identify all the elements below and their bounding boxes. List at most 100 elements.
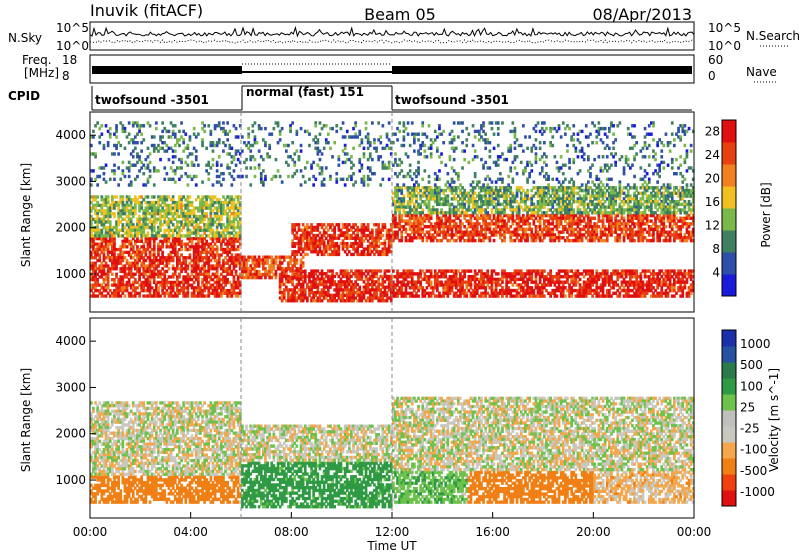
data-cell <box>205 275 208 279</box>
data-cell <box>188 195 192 199</box>
data-cell <box>331 228 334 232</box>
data-cell <box>350 233 353 238</box>
data-cell <box>264 255 267 259</box>
data-cell <box>377 288 380 292</box>
data-cell <box>184 234 188 238</box>
data-cell <box>138 278 141 282</box>
data-cell <box>113 203 116 208</box>
data-cell <box>117 234 120 238</box>
data-cell <box>255 275 259 280</box>
data-cell <box>324 247 328 251</box>
data-cell <box>236 256 240 260</box>
data-cell <box>354 233 357 238</box>
data-cell <box>100 217 104 221</box>
data-cell <box>100 209 104 213</box>
data-cell <box>123 245 127 249</box>
data-cell <box>119 278 123 282</box>
data-cell <box>343 242 347 246</box>
data-cell <box>253 258 257 262</box>
data-cell <box>96 278 99 282</box>
data-cell <box>209 231 213 235</box>
data-cell <box>129 253 133 257</box>
data-cell <box>320 299 324 303</box>
data-cell <box>251 267 255 271</box>
data-cell <box>215 214 219 219</box>
data-cell <box>232 206 236 210</box>
data-cell <box>184 223 188 227</box>
data-cell <box>360 225 364 230</box>
data-cell <box>104 228 108 233</box>
data-cell <box>152 280 156 285</box>
data-cell <box>234 214 238 219</box>
data-cell <box>371 236 374 240</box>
data-cell <box>90 283 93 287</box>
data-cell <box>297 242 301 246</box>
data-cell <box>383 247 387 251</box>
data-cell <box>308 239 311 243</box>
data-cell <box>331 282 334 287</box>
data-cell <box>366 299 370 303</box>
data-cell <box>310 282 313 287</box>
data-cell <box>201 200 204 205</box>
data-cell <box>163 269 167 274</box>
data-cell <box>360 236 364 240</box>
data-cell <box>180 214 183 219</box>
data-cell <box>104 286 108 290</box>
data-cell <box>360 299 364 303</box>
data-cell <box>312 277 315 281</box>
data-cell <box>299 274 303 279</box>
data-cell <box>119 234 123 238</box>
data-cell <box>383 285 387 289</box>
data-cell <box>278 277 282 281</box>
data-cell <box>148 245 152 249</box>
data-cell <box>205 256 208 260</box>
data-cell <box>102 200 106 205</box>
data-cell <box>287 288 290 292</box>
data-cell <box>392 291 395 295</box>
data-cell <box>171 289 175 293</box>
data-cell <box>238 231 242 235</box>
data-cell <box>301 233 305 238</box>
data-cell <box>268 272 271 277</box>
data-cell <box>289 258 292 262</box>
data-cell <box>339 233 343 238</box>
data-cell <box>339 288 343 292</box>
data-cell <box>173 206 177 210</box>
data-cell <box>203 203 206 208</box>
data-cell <box>207 225 211 230</box>
data-cell <box>322 252 326 257</box>
data-cell <box>295 231 299 235</box>
data-cell <box>104 214 108 219</box>
data-cell <box>186 212 190 216</box>
data-cell <box>291 269 294 273</box>
data-cell <box>220 247 223 252</box>
data-cell <box>228 291 232 295</box>
data-cell <box>140 239 143 243</box>
data-cell <box>373 244 376 248</box>
data-cell <box>129 200 133 205</box>
data-cell <box>197 237 200 241</box>
data-cell <box>373 293 376 297</box>
data-cell <box>148 286 152 290</box>
data-cell <box>100 275 104 279</box>
data-cell <box>236 231 240 235</box>
data-cell <box>245 275 248 280</box>
data-cell <box>343 274 347 279</box>
data-cell <box>280 282 284 287</box>
data-cell <box>368 236 372 240</box>
data-cell <box>312 280 315 284</box>
nsearch-tick-top: 10^5 <box>708 21 741 35</box>
data-cell <box>136 267 139 271</box>
data-cell <box>289 293 292 297</box>
data-cell <box>117 217 120 221</box>
data-cell <box>136 200 139 205</box>
data-cell <box>104 261 108 265</box>
data-cell <box>123 239 127 243</box>
data-cell <box>373 272 376 276</box>
data-cell <box>182 212 185 216</box>
data-cell <box>199 258 202 263</box>
data-cell <box>102 264 106 268</box>
data-cell <box>190 242 194 246</box>
data-cell <box>176 225 179 230</box>
data-cell <box>303 228 307 232</box>
